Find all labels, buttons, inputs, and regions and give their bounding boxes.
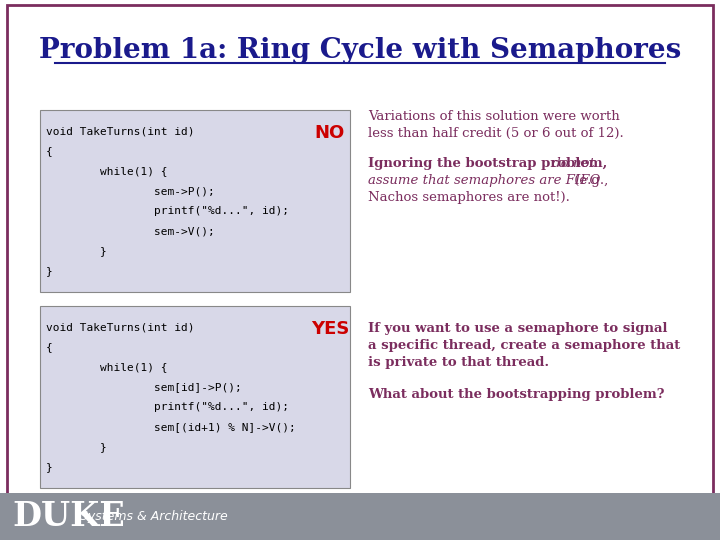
- Text: sem->V();: sem->V();: [46, 226, 215, 236]
- Text: Systems & Architecture: Systems & Architecture: [80, 510, 228, 523]
- Text: a specific thread, create a semaphore that: a specific thread, create a semaphore th…: [368, 339, 680, 352]
- Text: while(1) {: while(1) {: [46, 166, 168, 176]
- FancyBboxPatch shape: [0, 493, 720, 540]
- Text: }: }: [46, 462, 53, 472]
- Text: void TakeTurns(int id): void TakeTurns(int id): [46, 126, 194, 136]
- Text: YES: YES: [311, 320, 349, 338]
- Text: less than half credit (5 or 6 out of 12).: less than half credit (5 or 6 out of 12)…: [368, 127, 624, 140]
- Text: Ignoring the bootstrap problem,: Ignoring the bootstrap problem,: [368, 157, 607, 170]
- Text: Problem 1a: Ring Cycle with Semaphores: Problem 1a: Ring Cycle with Semaphores: [39, 37, 681, 64]
- Text: }: }: [46, 442, 107, 452]
- Text: DUKE: DUKE: [12, 500, 125, 533]
- Text: What about the bootstrapping problem?: What about the bootstrapping problem?: [368, 388, 665, 401]
- Text: }: }: [46, 246, 107, 256]
- Text: }: }: [46, 266, 53, 276]
- Text: printf("%d...", id);: printf("%d...", id);: [46, 402, 289, 412]
- Text: do not: do not: [548, 157, 595, 170]
- Text: is private to that thread.: is private to that thread.: [368, 356, 549, 369]
- Text: NO: NO: [315, 124, 345, 142]
- Text: {: {: [46, 342, 53, 352]
- Text: sem[id]->P();: sem[id]->P();: [46, 382, 242, 392]
- Text: sem->P();: sem->P();: [46, 186, 215, 196]
- FancyBboxPatch shape: [40, 110, 350, 292]
- Text: void TakeTurns(int id): void TakeTurns(int id): [46, 322, 194, 332]
- Text: If you want to use a semaphore to signal: If you want to use a semaphore to signal: [368, 322, 667, 335]
- Text: Variations of this solution were worth: Variations of this solution were worth: [368, 110, 620, 123]
- FancyBboxPatch shape: [40, 306, 350, 488]
- Text: {: {: [46, 146, 53, 156]
- Text: assume that semaphores are FIFO: assume that semaphores are FIFO: [368, 174, 600, 187]
- Text: (e.g.,: (e.g.,: [570, 174, 608, 187]
- Text: Nachos semaphores are not!).: Nachos semaphores are not!).: [368, 191, 570, 204]
- Text: sem[(id+1) % N]->V();: sem[(id+1) % N]->V();: [46, 422, 296, 432]
- Text: printf("%d...", id);: printf("%d...", id);: [46, 206, 289, 216]
- Text: while(1) {: while(1) {: [46, 362, 168, 372]
